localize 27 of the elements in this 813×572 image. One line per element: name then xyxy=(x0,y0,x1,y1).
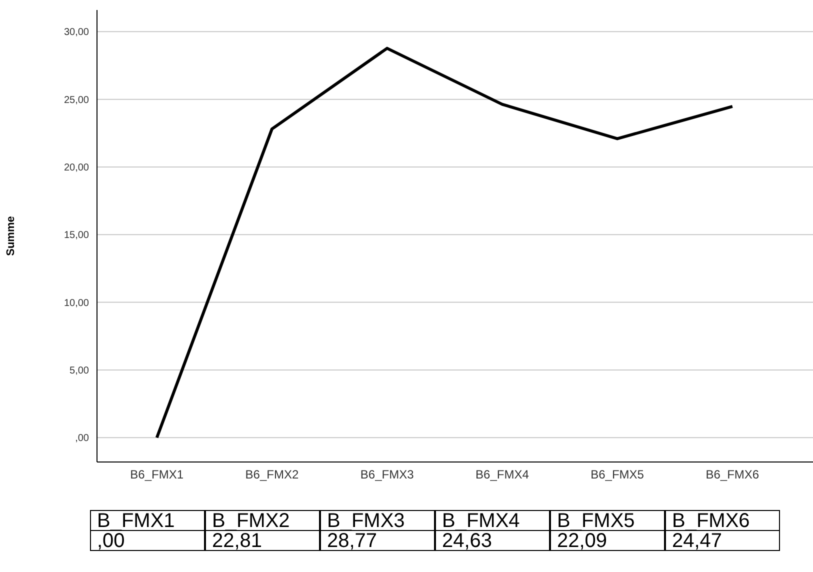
data-label: 24,47 xyxy=(665,530,780,552)
data-label: 28,77 xyxy=(320,530,435,552)
y-tick-label: 20,00 xyxy=(64,162,90,174)
line-series xyxy=(155,46,734,440)
data-label: 22,09 xyxy=(550,530,665,552)
text: B_FMX4 xyxy=(435,510,550,532)
x-tick-label: B6_FMX6 xyxy=(706,468,760,482)
text: B_FMX2 xyxy=(205,510,320,532)
text: B_FMX3 xyxy=(320,510,435,532)
x-tick-label: B6_FMX3 xyxy=(360,468,414,482)
text: B_FMX6 xyxy=(665,510,780,532)
y-axis-title: Summe xyxy=(4,216,17,256)
y-tick-label: 5,00 xyxy=(70,366,90,377)
data-label: ,00 xyxy=(90,530,205,552)
x-tick-label: B6_FMX5 xyxy=(590,468,644,482)
y-tick-label: ,00 xyxy=(75,433,90,444)
x-tick-label: B6_FMX2 xyxy=(245,468,299,482)
x-tick-label: B6_FMX4 xyxy=(476,468,530,482)
y-tick-label: 10,00 xyxy=(64,298,90,309)
data-label: 22,81 xyxy=(205,530,320,552)
y-tick-label: 30,00 xyxy=(64,27,90,38)
y-tick-label: 15,00 xyxy=(64,230,90,242)
data-label: 24,63 xyxy=(435,530,550,552)
y-tick-label: 25,00 xyxy=(64,94,90,106)
x-tick-label: B6_FMX1 xyxy=(130,468,184,482)
text: B_FMX5 xyxy=(550,510,665,532)
text: B_FMX1 xyxy=(90,510,205,532)
